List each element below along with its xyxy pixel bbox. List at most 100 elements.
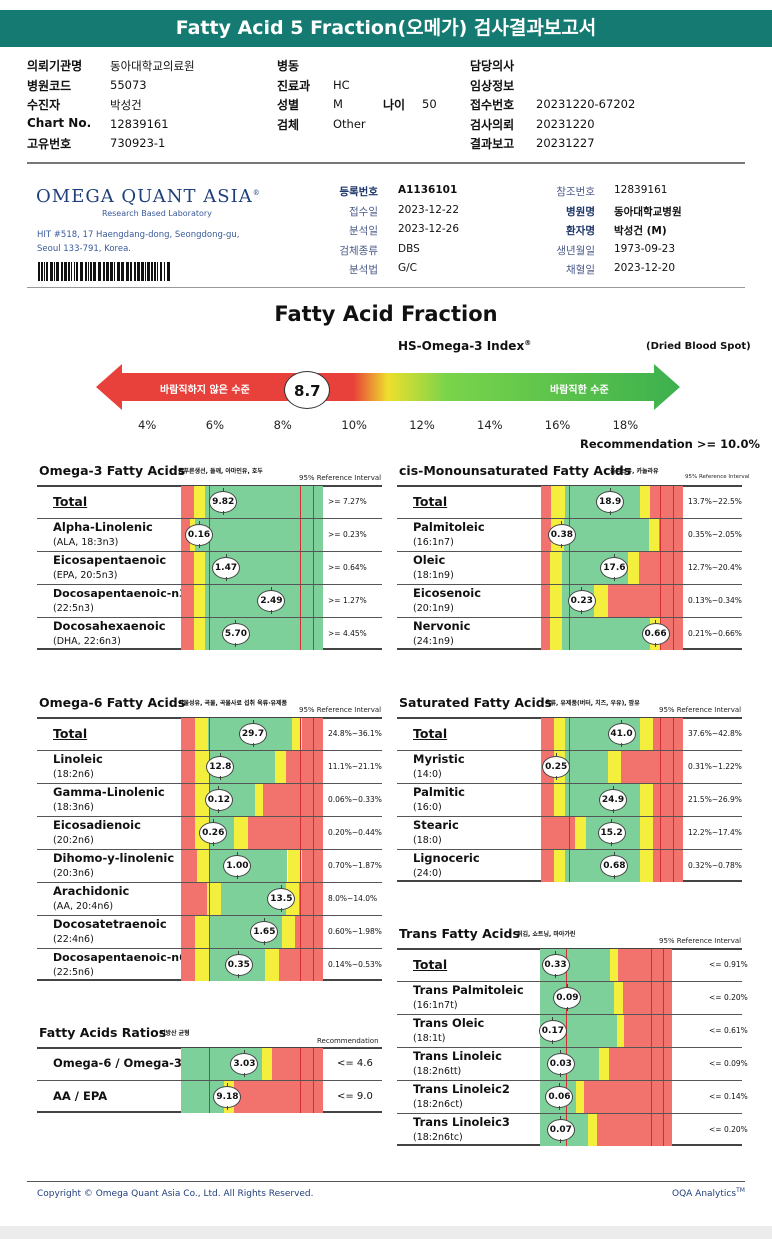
bar-gridline — [673, 519, 675, 551]
patient-label: Chart No. — [27, 115, 92, 130]
row-subtitle: (18:2n6) — [53, 769, 94, 780]
value-marker — [609, 511, 611, 515]
bar-segment — [575, 1081, 584, 1113]
row-bar — [541, 585, 683, 617]
reference-interval-label: 95% Reference Interval — [659, 937, 742, 945]
gauge-tick-label: 10% — [341, 418, 367, 432]
patient-label: 병원코드 — [27, 78, 72, 93]
bar-segment — [181, 486, 194, 518]
bar-segment — [640, 850, 654, 882]
bar-segment — [195, 784, 210, 816]
patient-value: HC — [333, 77, 350, 92]
bar-segment — [541, 585, 550, 617]
sample-label: 환자명 — [566, 225, 595, 237]
bar-segment — [640, 718, 654, 750]
row-value-badge: 0.16 — [185, 524, 214, 546]
bar-gridline — [660, 585, 662, 617]
value-marker — [566, 1007, 568, 1011]
value-marker — [581, 587, 583, 591]
bar-segment — [609, 949, 618, 981]
row-name: Docosapentaenoic-n6 — [53, 951, 187, 964]
report-title: Fatty Acid 5 Fraction(오메가) 검사결과보고서 — [0, 10, 772, 47]
row-value-badge: 1.47 — [212, 557, 241, 579]
row-name: Total — [413, 494, 448, 509]
bar-segment — [599, 1048, 609, 1080]
row-name: Total — [53, 726, 88, 741]
row-subtitle: (DHA, 22:6n3) — [53, 636, 121, 647]
bar-gridline — [662, 949, 664, 981]
value-marker — [561, 521, 563, 525]
row-subtitle: (16:1n7) — [413, 537, 454, 548]
omega3-index-gauge — [96, 364, 680, 410]
value-marker — [560, 1116, 562, 1120]
bar-gridline — [313, 751, 315, 783]
sample-value: 2023-12-26 — [398, 223, 460, 235]
value-marker — [238, 974, 240, 978]
value-marker — [613, 577, 615, 581]
bar-segment — [193, 618, 206, 650]
row-reference: 0.20%~0.44% — [328, 828, 382, 837]
bar-gridline — [673, 618, 675, 650]
row-divider — [397, 518, 742, 519]
bar-gridline — [313, 949, 315, 981]
row-reference: >= 4.45% — [328, 629, 367, 638]
bar-segment — [553, 718, 566, 750]
bar-segment — [593, 585, 608, 617]
value-marker — [226, 1106, 228, 1110]
bar-segment — [549, 552, 563, 584]
bar-segment — [549, 618, 563, 650]
bar-gridline — [300, 552, 302, 584]
row-subtitle: (18:3n6) — [53, 802, 94, 813]
row-bar — [181, 1081, 323, 1113]
bar-segment — [620, 751, 683, 783]
row-bar — [181, 618, 323, 650]
bar-segment — [287, 850, 302, 882]
row-divider — [37, 783, 382, 784]
bar-segment — [553, 850, 566, 882]
value-marker — [236, 852, 238, 856]
sample-label: 검체종류 — [339, 244, 378, 257]
value-marker — [252, 720, 254, 724]
value-marker — [555, 776, 557, 780]
bar-segment — [653, 817, 683, 849]
bar-gridline — [300, 784, 302, 816]
bar-gridline — [673, 585, 675, 617]
bar-segment — [264, 949, 279, 981]
bar-segment — [587, 1114, 597, 1146]
bar-gridline — [209, 618, 211, 650]
bar-segment — [541, 718, 554, 750]
row-name: Gamma-Linolenic — [53, 785, 165, 799]
value-marker — [613, 554, 615, 558]
row-reference: 12.7%~20.4% — [688, 563, 742, 572]
row-reference: 0.14%~0.53% — [328, 960, 382, 969]
row-subtitle: (22:5n3) — [53, 603, 94, 614]
row-reference: <= 9.0 — [337, 1091, 373, 1102]
bar-gridline — [209, 949, 211, 981]
row-divider — [37, 948, 382, 949]
bar-gridline — [566, 1015, 568, 1047]
row-name: Arachidonic — [53, 884, 130, 898]
reference-interval-label: 95% Reference Interval — [685, 474, 750, 480]
bar-gridline — [300, 585, 302, 617]
bar-segment — [195, 519, 323, 551]
row-value-badge: 0.12 — [204, 789, 233, 811]
value-marker — [235, 643, 237, 647]
patient-value: M — [333, 97, 343, 111]
lab-logo: OMEGA QUANT ASIA® — [36, 186, 261, 207]
row-reference: <= 0.20% — [709, 1125, 748, 1134]
value-marker — [555, 951, 557, 955]
sample-value: DBS — [398, 242, 420, 255]
bar-segment — [624, 1015, 672, 1047]
row-bar — [541, 817, 683, 849]
bar-segment — [607, 585, 683, 617]
bar-segment — [653, 850, 683, 882]
reference-interval-label: 95% Reference Interval — [299, 706, 382, 714]
bar-segment — [627, 552, 639, 584]
bar-segment — [550, 486, 566, 518]
bar-gridline — [569, 850, 571, 882]
bar-segment — [650, 486, 683, 518]
bar-segment — [575, 817, 587, 849]
row-name: Docosatetraenoic — [53, 917, 167, 931]
bar-segment — [181, 850, 197, 882]
bar-gridline — [569, 552, 571, 584]
